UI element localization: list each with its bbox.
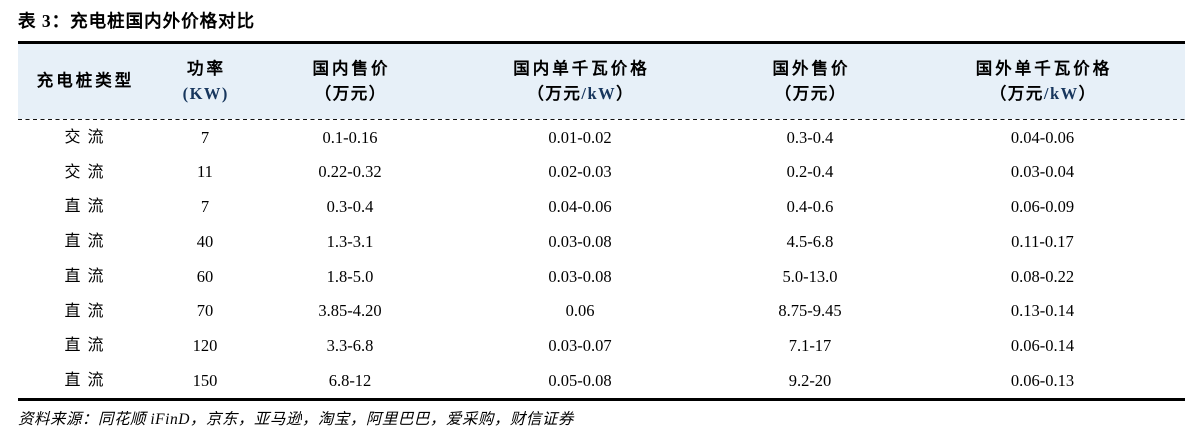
table-row: 直流 60 1.8-5.0 0.03-0.08 5.0-13.0 0.08-0.…	[18, 259, 1185, 294]
cell-foreign-price: 7.1-17	[788, 336, 832, 356]
table-row: 交流 7 0.1-0.16 0.01-0.02 0.3-0.4 0.04-0.0…	[18, 120, 1185, 155]
cell-foreign-per-kw: 0.13-0.14	[1010, 301, 1075, 321]
table-row: 直流 40 1.3-3.1 0.03-0.08 4.5-6.8 0.11-0.1…	[18, 225, 1185, 260]
col-header-unit: (KW)	[182, 84, 229, 104]
col-header-label: 国内售价	[312, 58, 391, 78]
cell-domestic-per-kw: 0.03-0.08	[548, 266, 612, 286]
cell-foreign-per-kw: 0.06-0.13	[1010, 370, 1075, 390]
source-note: 资料来源：同花顺 iFinD，京东，亚马逊，淘宝，阿里巴巴，爱采购，财信证券	[18, 410, 574, 428]
cell-power: 40	[196, 231, 214, 251]
cell-domestic-price: 3.3-6.8	[326, 336, 374, 356]
cell-power: 7	[200, 197, 210, 217]
cell-foreign-price: 0.2-0.4	[786, 162, 834, 182]
cell-foreign-per-kw: 0.08-0.22	[1010, 266, 1075, 286]
cell-charger-type: 交流	[64, 128, 111, 146]
cell-foreign-price: 8.75-9.45	[778, 301, 842, 321]
cell-foreign-price: 0.3-0.4	[786, 127, 834, 147]
table-body: 交流 7 0.1-0.16 0.01-0.02 0.3-0.4 0.04-0.0…	[18, 120, 1185, 399]
cell-domestic-per-kw: 0.01-0.02	[548, 127, 612, 147]
price-comparison-table: 充电桩类型 功率 (KW) 国内售价 （万元） 国内单千瓦价格 （万元/kW） …	[18, 41, 1185, 401]
cell-power: 60	[196, 266, 214, 286]
cell-power: 7	[200, 127, 210, 147]
col-header-charger-type: 充电桩类型	[18, 44, 150, 119]
table-row: 直流 150 6.8-12 0.05-0.08 9.2-20 0.06-0.13	[18, 364, 1185, 399]
cell-power: 150	[192, 370, 218, 390]
cell-charger-type: 直流	[64, 267, 111, 285]
cell-domestic-price: 0.22-0.32	[318, 162, 382, 182]
col-header-unit: （万元/kW）	[527, 84, 635, 104]
cell-domestic-price: 0.1-0.16	[322, 127, 378, 147]
cell-domestic-per-kw: 0.04-0.06	[548, 197, 612, 217]
cell-foreign-price: 9.2-20	[788, 370, 832, 390]
table-row: 交流 11 0.22-0.32 0.02-0.03 0.2-0.4 0.03-0…	[18, 155, 1185, 190]
cell-domestic-price: 0.3-0.4	[326, 197, 374, 217]
cell-domestic-price: 1.3-3.1	[326, 231, 374, 251]
table-bottom-rule	[18, 398, 1185, 401]
cell-charger-type: 直流	[64, 337, 111, 355]
cell-power: 11	[197, 162, 213, 182]
col-header-foreign-per-kw: 国外单千瓦价格 （万元/kW）	[900, 44, 1185, 119]
table-title: 表 3：充电桩国内外价格对比	[18, 11, 256, 31]
cell-foreign-per-kw: 0.11-0.17	[1011, 231, 1074, 251]
table-top-rule	[18, 41, 1185, 44]
table-row: 直流 70 3.85-4.20 0.06 8.75-9.45 0.13-0.14	[18, 294, 1185, 329]
col-header-foreign-price: 国外售价 （万元）	[720, 44, 900, 119]
col-header-unit: （万元）	[314, 84, 387, 104]
cell-power: 120	[192, 336, 218, 356]
cell-charger-type: 直流	[64, 198, 111, 216]
col-header-unit: （万元）	[774, 84, 847, 104]
cell-foreign-per-kw: 0.06-0.09	[1010, 197, 1075, 217]
cell-domestic-per-kw: 0.02-0.03	[548, 162, 612, 182]
col-header-label: 国外单千瓦价格	[975, 58, 1113, 78]
cell-domestic-per-kw: 0.03-0.07	[548, 336, 612, 356]
cell-domestic-per-kw: 0.06	[565, 301, 595, 321]
col-header-power: 功率 (KW)	[150, 44, 260, 119]
table-header-row: 充电桩类型 功率 (KW) 国内售价 （万元） 国内单千瓦价格 （万元/kW） …	[18, 43, 1185, 119]
table-row: 直流 7 0.3-0.4 0.04-0.06 0.4-0.6 0.06-0.09	[18, 190, 1185, 225]
col-header-label: 功率	[187, 58, 226, 78]
col-header-domestic-price: 国内售价 （万元）	[260, 44, 440, 119]
cell-foreign-per-kw: 0.03-0.04	[1010, 162, 1075, 182]
cell-charger-type: 直流	[64, 233, 111, 251]
col-header-label: 国内单千瓦价格	[513, 58, 650, 78]
cell-foreign-price: 4.5-6.8	[786, 231, 834, 251]
cell-domestic-per-kw: 0.05-0.08	[548, 370, 612, 390]
col-header-unit: （万元/kW）	[989, 84, 1097, 104]
cell-charger-type: 直流	[64, 302, 111, 320]
col-header-domestic-per-kw: 国内单千瓦价格 （万元/kW）	[440, 44, 720, 119]
table-row: 直流 120 3.3-6.8 0.03-0.07 7.1-17 0.06-0.1…	[18, 329, 1185, 364]
cell-domestic-price: 1.8-5.0	[326, 266, 374, 286]
header-dashed-rule	[18, 118, 1185, 121]
cell-domestic-per-kw: 0.03-0.08	[548, 231, 612, 251]
cell-foreign-per-kw: 0.06-0.14	[1010, 336, 1075, 356]
cell-power: 70	[196, 301, 214, 321]
cell-charger-type: 直流	[64, 372, 111, 390]
cell-foreign-price: 5.0-13.0	[782, 266, 838, 286]
cell-domestic-price: 6.8-12	[328, 370, 372, 390]
col-header-label: 国外售价	[772, 58, 851, 78]
cell-foreign-per-kw: 0.04-0.06	[1010, 127, 1075, 147]
col-header-label: 充电桩类型	[36, 71, 135, 91]
cell-foreign-price: 0.4-0.6	[786, 197, 834, 217]
cell-charger-type: 交流	[64, 163, 111, 181]
cell-domestic-price: 3.85-4.20	[318, 301, 382, 321]
